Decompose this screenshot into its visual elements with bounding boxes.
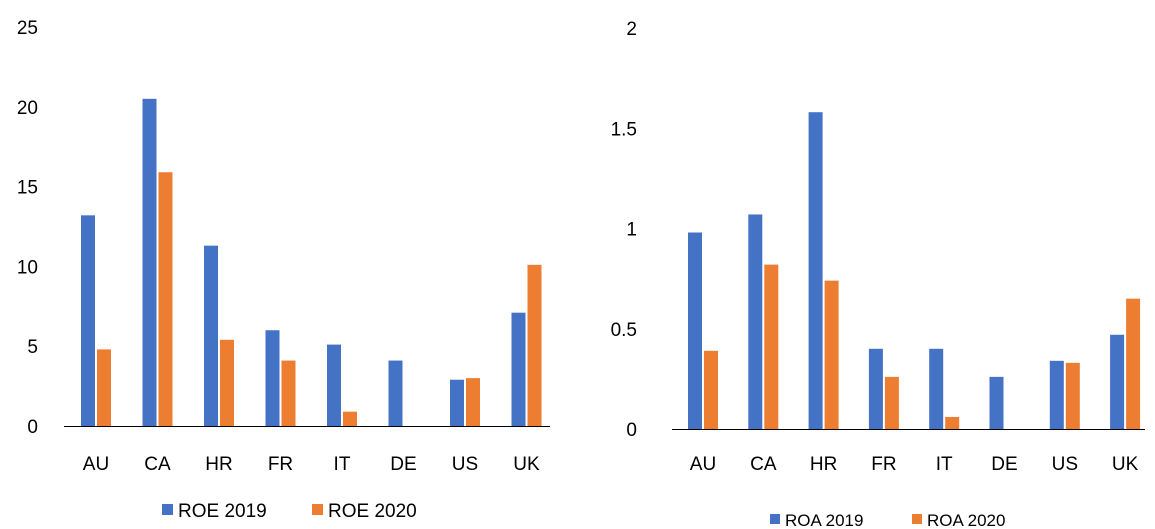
roa-x-category-label: FR [871, 454, 896, 475]
roa-legend-swatch [770, 514, 780, 524]
roe-bar-roe-2019-it [327, 344, 341, 426]
roa-legend-label: ROA 2019 [785, 511, 863, 529]
roa-legend-label: ROA 2020 [927, 511, 1005, 529]
roe-x-category-label: FR [268, 454, 293, 475]
roe-bar-roe-2020-au [97, 349, 111, 426]
roa-y-tick-label: 2 [626, 19, 637, 40]
roe-x-category-label: IT [334, 454, 351, 475]
roe-bar-roe-2020-uk [527, 264, 542, 426]
roa-x-category-label: DE [991, 454, 1017, 475]
roa-bar-roa-2020-au [704, 350, 718, 429]
roe-y-tick-label: 5 [27, 337, 38, 358]
roe-bar-roe-2020-ca [158, 172, 173, 426]
roe-legend-swatch [162, 504, 173, 515]
roe-bar-roe-2019-us [450, 379, 464, 426]
roa-y-tick-label: 1.5 [611, 119, 637, 140]
roe-bar-roe-2020-hr [220, 339, 234, 426]
roe-legend-label: ROE 2020 [328, 501, 417, 522]
roa-x-category-label: UK [1112, 454, 1139, 475]
roa-x-category-label: CA [750, 454, 777, 475]
roa-x-category-label: AU [690, 454, 716, 475]
roa-y-tick-label: 1 [626, 220, 637, 241]
roa-y-tick-label: 0.5 [611, 320, 637, 341]
roe-y-tick-label: 0 [27, 417, 38, 438]
roa-bar-roa-2020-ca [764, 264, 779, 429]
roa-bar-roa-2020-hr [824, 280, 839, 429]
roe-x-category-label: US [452, 454, 478, 475]
roa-y-tick-label: 0 [626, 420, 637, 441]
roe-bar-roe-2020-us [466, 378, 480, 426]
roe-legend-label: ROE 2019 [178, 501, 267, 522]
roa-bar-roa-2020-fr [884, 376, 899, 429]
roe-bar-roe-2019-fr [265, 330, 280, 426]
roe-x-category-label: DE [390, 454, 416, 475]
roe-y-tick-label: 20 [17, 98, 38, 119]
roe-y-tick-label: 15 [17, 178, 38, 199]
roe-bar-roe-2019-ca [142, 98, 157, 426]
roa-bar-roa-2019-uk [1110, 334, 1125, 429]
roe-x-category-label: CA [144, 454, 171, 475]
roe-y-tick-label: 10 [17, 257, 38, 278]
roe-x-category-label: AU [83, 454, 109, 475]
roe-bar-roe-2019-hr [204, 245, 218, 426]
roa-legend-swatch [912, 514, 922, 524]
roa-x-category-label: HR [810, 454, 837, 475]
roa-x-category-label: IT [936, 454, 953, 475]
roa-bar-roa-2019-ca [748, 214, 763, 429]
roa-bar-roa-2019-fr [868, 348, 883, 429]
roe-legend-swatch [312, 504, 323, 515]
roa-bar-roa-2020-uk [1126, 298, 1141, 429]
roa-bar-roa-2019-it [929, 348, 944, 429]
roe-x-category-label: UK [513, 454, 540, 475]
roe-bar-roe-2020-it [343, 411, 357, 426]
roa-x-category-label: US [1052, 454, 1078, 475]
roa-bar-roa-2019-de [989, 376, 1004, 429]
roa-bar-roa-2020-it [945, 416, 960, 429]
roe-bar-roe-2019-au [81, 215, 95, 426]
roe-bar-roe-2020-fr [281, 360, 296, 426]
roa-bar-roa-2019-au [688, 232, 702, 429]
roa-bar-roa-2019-hr [808, 112, 823, 430]
roe-y-tick-label: 25 [17, 18, 38, 39]
roa-bar-roa-2019-us [1049, 360, 1064, 429]
roe-bar-roe-2019-uk [511, 312, 526, 426]
roe-bar-roe-2019-de [388, 360, 403, 426]
roa-bar-roa-2020-us [1065, 362, 1080, 429]
roe-x-category-label: HR [205, 454, 232, 475]
